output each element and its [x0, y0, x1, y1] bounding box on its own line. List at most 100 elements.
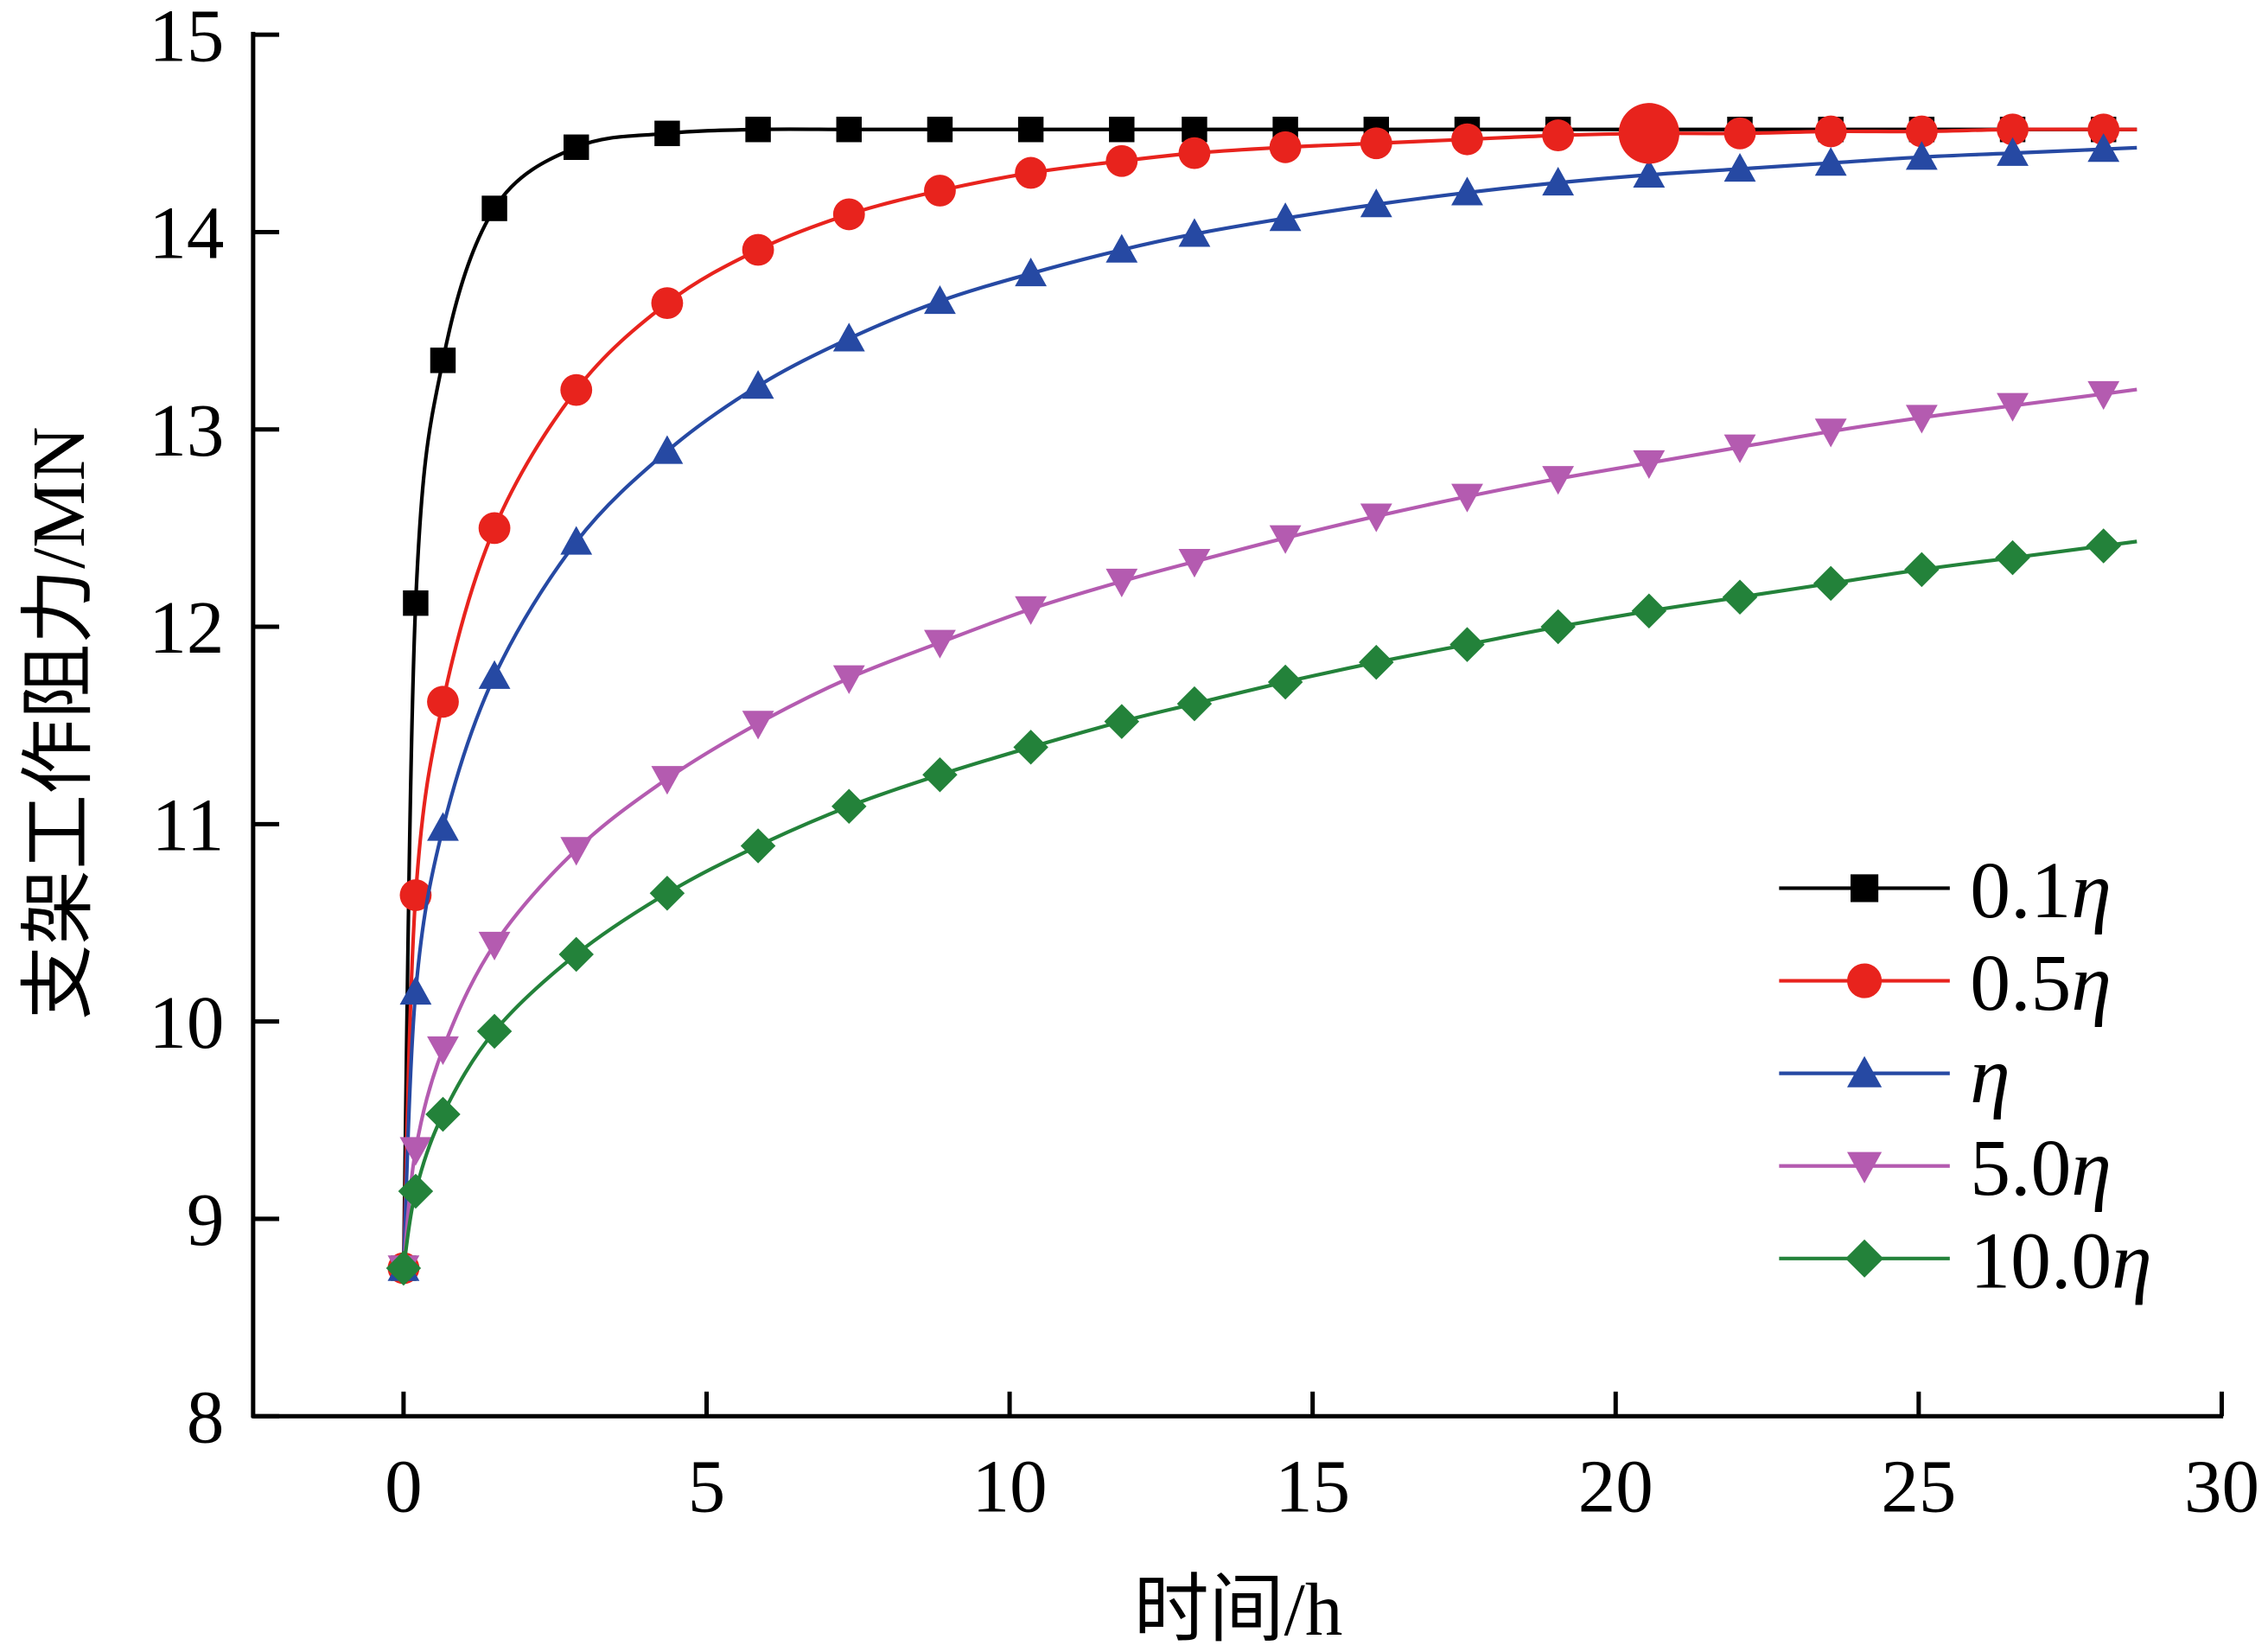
series-0.1eta	[391, 117, 2137, 1281]
legend-coef: 0.5	[1970, 938, 2071, 1028]
marker-triangle-up	[1542, 166, 1575, 196]
series-5.0eta	[387, 380, 2137, 1285]
marker-triangle-up	[399, 975, 432, 1005]
series-10.0eta	[385, 528, 2137, 1286]
y-tick-label: 11	[152, 782, 225, 866]
marker-square	[836, 117, 862, 143]
marker-triangle-down	[2087, 380, 2120, 411]
marker-triangle-down	[1814, 418, 1847, 448]
marker-triangle-up	[1723, 152, 1756, 182]
legend-label: 5.0η	[1970, 1123, 2112, 1213]
y-tick-label: 10	[149, 980, 224, 1064]
marker-diamond	[1267, 664, 1303, 700]
marker-triangle-down	[427, 1036, 459, 1066]
marker-triangle-down	[560, 837, 593, 866]
y-tick-label: 8	[187, 1375, 225, 1458]
y-axis-label: 支架工作阻力/MN	[16, 427, 100, 1020]
x-tick-label: 10	[972, 1445, 1048, 1528]
series-1eta	[387, 133, 2137, 1281]
marker-triangle-down	[1847, 1151, 1883, 1183]
marker-circle	[1105, 144, 1138, 177]
y-tick-label: 15	[149, 0, 224, 77]
marker-square	[654, 120, 680, 147]
axes	[251, 31, 2224, 1419]
marker-triangle-up	[1178, 218, 1211, 247]
marker-triangle-down	[651, 766, 684, 795]
marker-triangle-up	[924, 284, 956, 315]
marker-diamond	[476, 1013, 513, 1049]
legend-item: 0.1η	[1779, 845, 2112, 935]
marker-circle	[1015, 156, 1048, 189]
marker-square	[481, 195, 507, 221]
marker-triangle-up	[1360, 188, 1392, 218]
marker-triangle-down	[1178, 548, 1211, 578]
marker-circle	[1451, 123, 1483, 156]
marker-circle	[560, 373, 593, 406]
x-tick-label: 30	[2184, 1445, 2259, 1528]
marker-diamond	[1904, 552, 1940, 588]
legend-label: η	[1970, 1030, 2010, 1120]
marker-diamond	[922, 757, 958, 793]
marker-circle	[1905, 115, 1938, 148]
marker-triangle-down	[924, 629, 956, 659]
y-tick-label: 13	[149, 388, 224, 472]
marker-square	[564, 134, 589, 161]
marker-triangle-up	[1814, 147, 1847, 176]
marker-triangle-up	[1105, 233, 1138, 263]
marker-triangle-up	[1015, 257, 1048, 287]
marker-triangle-up	[1633, 158, 1666, 188]
marker-triangle-down	[1451, 483, 1483, 513]
y-tick-label: 14	[149, 191, 224, 275]
x-tick-label: 20	[1578, 1445, 1653, 1528]
marker-diamond	[398, 1173, 434, 1209]
marker-triangle-down	[1542, 466, 1575, 495]
marker-triangle-down	[1360, 503, 1392, 533]
marker-circle	[651, 287, 684, 320]
marker-circle	[427, 686, 459, 718]
series-line	[401, 387, 2137, 1269]
marker-diamond	[1631, 593, 1667, 629]
marker-diamond	[740, 828, 776, 864]
marker-square	[745, 117, 771, 143]
marker-circle	[1847, 963, 1883, 998]
legend-item: 5.0η	[1779, 1123, 2112, 1213]
y-tick-label: 9	[187, 1177, 225, 1261]
marker-diamond	[649, 876, 685, 911]
marker-triangle-up	[832, 322, 865, 352]
x-tick-label: 25	[1881, 1445, 1956, 1528]
marker-square	[1017, 117, 1044, 143]
marker-diamond	[1812, 565, 1849, 602]
legend-symbol: η	[2071, 1123, 2112, 1213]
marker-triangle-down	[832, 665, 865, 694]
marker-triangle-up	[478, 660, 511, 689]
marker-triangle-up	[742, 370, 774, 399]
marker-circle	[1269, 131, 1302, 163]
legend-coef: 5.0	[1970, 1123, 2071, 1213]
marker-triangle-down	[1723, 434, 1756, 463]
legend-symbol: η	[2071, 845, 2112, 935]
legend-symbol: η	[2071, 938, 2112, 1028]
marker-triangle-up	[1905, 141, 1938, 170]
legend-label: 0.5η	[1970, 938, 2112, 1028]
x-tick-label: 0	[385, 1445, 423, 1528]
marker-diamond	[1540, 609, 1576, 645]
marker-square	[1109, 117, 1135, 143]
x-tick-label: 15	[1275, 1445, 1350, 1528]
marker-triangle-down	[742, 711, 774, 740]
marker-circle	[478, 512, 511, 545]
marker-square	[927, 117, 953, 143]
y-tick-label: 12	[149, 585, 224, 669]
marker-triangle-up	[1847, 1056, 1883, 1088]
marker-circle	[742, 233, 774, 266]
marker-diamond	[425, 1096, 461, 1132]
marker-triangle-down	[1269, 525, 1302, 554]
marker-diamond	[1176, 686, 1213, 722]
marker-circle	[1814, 115, 1847, 148]
marker-diamond	[1722, 579, 1758, 616]
marker-triangle-down	[1997, 392, 2029, 422]
marker-triangle-up	[2087, 133, 2120, 163]
marker-triangle-down	[1633, 450, 1666, 479]
legend-symbol: η	[1970, 1030, 2010, 1120]
marker-triangle-down	[1105, 568, 1138, 597]
